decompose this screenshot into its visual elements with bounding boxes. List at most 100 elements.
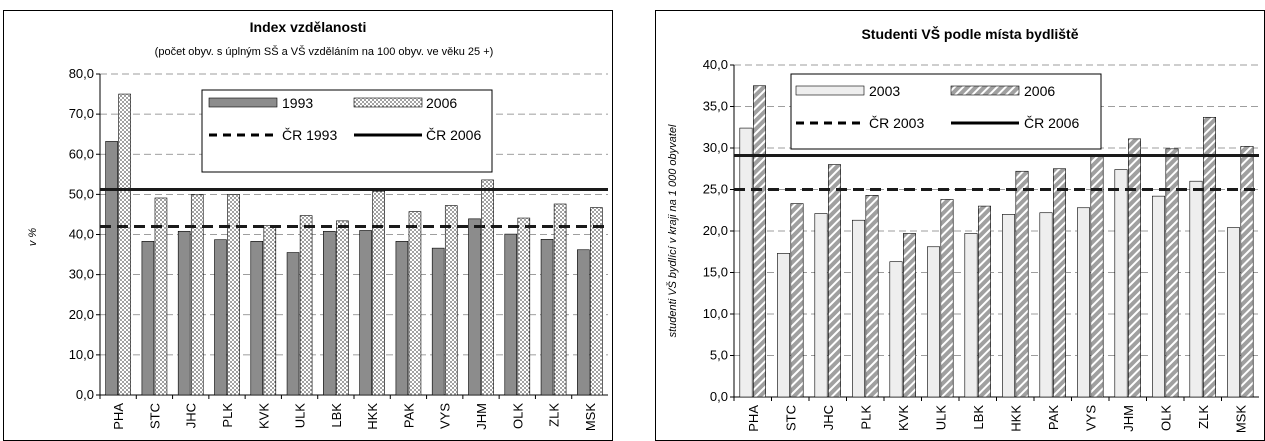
bar-1993-stc xyxy=(141,241,155,396)
bar-2003-zlk xyxy=(1189,180,1203,398)
bar-2006-plk xyxy=(865,195,879,398)
y-tick-label: 20,0 xyxy=(703,223,728,238)
bar-2006-jhm xyxy=(1128,138,1141,398)
bar-2006-pha xyxy=(753,85,766,398)
bar-2006-zlk xyxy=(1203,116,1216,398)
x-tick-label: STC xyxy=(783,405,798,431)
x-tick-label: KVK xyxy=(256,403,271,429)
x-tick-label: OLK xyxy=(510,403,525,429)
x-tick-label: LBK xyxy=(329,403,344,428)
bar-2006-stc xyxy=(154,197,168,396)
bar-2006-msk xyxy=(590,207,603,396)
bar-2006-vys xyxy=(444,205,458,396)
y-tick-label: 0,0 xyxy=(710,389,728,404)
bar-2006-lbk xyxy=(978,205,991,398)
y-tick-label: 35,0 xyxy=(703,99,728,114)
x-tick-label: HKK xyxy=(1008,405,1023,432)
bar-2003-jhm xyxy=(1114,169,1128,398)
legend-label-2006: 2006 xyxy=(426,95,457,111)
bar-1993-zlk xyxy=(540,239,554,396)
bar-2003-kvk xyxy=(889,261,903,398)
x-tick-label: PHA xyxy=(746,405,761,432)
bar-2003-ulk xyxy=(927,246,940,398)
legend: 1993 2006 ČR 1993 ČR 2006 xyxy=(201,89,493,173)
bar-2006-hkk xyxy=(1015,170,1029,398)
y-tick-label: 25,0 xyxy=(703,182,728,197)
y-tick-label: 50,0 xyxy=(69,186,94,201)
y-tick-label: 30,0 xyxy=(703,140,728,155)
bar-2006-msk xyxy=(1240,146,1254,398)
bar-1993-jhc xyxy=(177,230,191,396)
y-axis-label: studenti VŠ bydlící v kraji na 1 000 oby… xyxy=(666,124,679,337)
chart-panel-studenti-vs: Studenti VŠ podle místa bydliště student… xyxy=(655,10,1265,441)
bar-1993-pha xyxy=(105,141,118,396)
x-tick-label: JHC xyxy=(184,403,199,428)
y-tick-label: 80,0 xyxy=(69,66,94,81)
legend: 2003 2006 ČR 2003 ČR 2006 xyxy=(790,73,1102,150)
bar-2003-lbk xyxy=(964,233,978,398)
y-tick-label: 40,0 xyxy=(703,57,728,72)
y-tick-label: 5,0 xyxy=(710,348,728,363)
x-tick-label: PLK xyxy=(858,405,873,430)
bar-2003-pha xyxy=(739,127,753,398)
legend-label-2003: 2003 xyxy=(869,83,900,99)
chart-subtitle: (počet obyv. s úplným SŠ a VŠ vzděláním … xyxy=(155,45,494,58)
y-tick-label: 60,0 xyxy=(69,146,94,161)
bar-1993-vys xyxy=(431,247,445,396)
y-tick-label: 0,0 xyxy=(76,387,94,402)
bar-1993-ulk xyxy=(286,252,300,396)
legend-swatch-2006 xyxy=(950,85,1020,96)
bar-2006-olk xyxy=(517,217,531,396)
legend-label-cr-2006: ČR 2006 xyxy=(426,127,481,143)
bar-2006-pak xyxy=(408,211,422,396)
bar-1993-jhm xyxy=(468,218,481,396)
bar-2006-jhm xyxy=(481,179,494,396)
bar-2003-vys xyxy=(1077,207,1090,398)
y-tick-label: 10,0 xyxy=(703,306,728,321)
y-tick-label: 30,0 xyxy=(69,267,94,282)
bar-2003-jhc xyxy=(814,213,828,398)
y-tick-label: 10,0 xyxy=(69,347,94,362)
legend-swatch-1993 xyxy=(208,97,278,108)
x-tick-label: JHM xyxy=(474,403,489,430)
bar-2003-olk xyxy=(1152,195,1165,398)
x-tick-label: JHM xyxy=(1121,405,1136,432)
chart-index-vzdelanosti-svg: Index vzdělanosti (počet obyv. s úplným … xyxy=(27,19,608,432)
bar-2006-lbk xyxy=(336,220,349,396)
bar-1993-kvk xyxy=(250,241,264,396)
bar-2006-jhc xyxy=(828,164,841,398)
bar-2003-stc xyxy=(777,253,790,398)
bar-1993-hkk xyxy=(359,230,372,396)
x-tick-label: LBK xyxy=(971,405,986,430)
bar-2006-stc xyxy=(790,203,804,398)
bar-2006-pak xyxy=(1053,168,1066,398)
legend-label-cr-2006: ČR 2006 xyxy=(1024,115,1079,131)
bar-1993-olk xyxy=(504,233,518,396)
bar-2006-jhc xyxy=(190,194,204,396)
x-tick-label: MSK xyxy=(1233,405,1248,434)
x-tick-label: HKK xyxy=(365,403,380,430)
bar-2006-kvk xyxy=(263,225,277,396)
bar-1993-msk xyxy=(577,249,590,396)
legend-label-2006: 2006 xyxy=(1024,83,1055,99)
chart-panel-index-vzdelanosti: Index vzdělanosti (počet obyv. s úplným … xyxy=(3,10,613,441)
bar-2006-olk xyxy=(1165,148,1179,398)
x-tick-label: JHC xyxy=(821,405,836,430)
legend-swatch-2003 xyxy=(795,85,865,96)
x-tick-label: VYS xyxy=(1083,405,1098,431)
x-tick-label: MSK xyxy=(583,403,598,432)
bar-1993-pak xyxy=(395,241,409,396)
x-tick-label: STC xyxy=(147,403,162,429)
bar-2006-pha xyxy=(118,93,131,396)
x-tick-label: PLK xyxy=(220,403,235,428)
legend-label-1993: 1993 xyxy=(282,95,313,111)
chart-title: Index vzdělanosti xyxy=(250,19,367,35)
y-axis-label: v % xyxy=(27,228,39,247)
x-tick-label: ULK xyxy=(933,405,948,431)
x-tick-label: ZLK xyxy=(1196,405,1211,429)
bar-2006-ulk xyxy=(299,215,313,396)
chart-studenti-vs-svg: Studenti VŠ podle místa bydliště student… xyxy=(666,25,1259,434)
x-tick-label: PHA xyxy=(111,403,126,430)
bar-2003-hkk xyxy=(1002,214,1015,398)
bar-2003-msk xyxy=(1227,227,1240,398)
